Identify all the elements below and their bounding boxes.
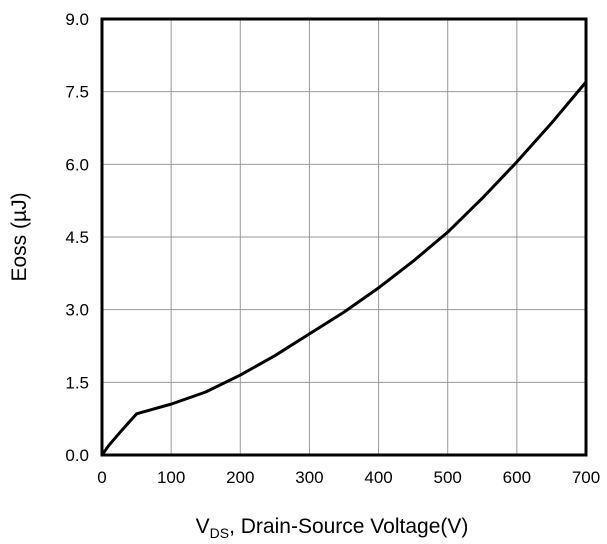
grid-lines — [101, 18, 587, 456]
x-tick-label: 200 — [226, 468, 254, 487]
y-tick-label: 4.5 — [65, 228, 89, 247]
x-tick-label: 700 — [572, 468, 600, 487]
x-tick-label: 400 — [364, 468, 392, 487]
y-tick-label: 9.0 — [65, 10, 89, 29]
x-tick-label: 100 — [157, 468, 185, 487]
x-axis-title: VDS, Drain-Source Voltage(V) — [196, 515, 469, 541]
x-tick-label: 0 — [97, 468, 106, 487]
y-tick-label: 1.5 — [65, 373, 89, 392]
x-tick-labels: 0 100 200 300 400 500 600 700 — [97, 468, 600, 487]
y-tick-label: 6.0 — [65, 155, 89, 174]
y-axis-title: Eoss (µJ) — [8, 192, 31, 281]
x-axis-title-rest: , Drain-Source Voltage(V) — [229, 515, 468, 538]
x-tick-label: 500 — [434, 468, 462, 487]
x-axis-title-main: V — [196, 515, 210, 538]
x-tick-label: 300 — [295, 468, 323, 487]
y-tick-label: 7.5 — [65, 83, 89, 102]
x-axis-title-subscript: DS — [210, 525, 229, 541]
eoss-curve — [100, 81, 588, 456]
y-tick-label: 0.0 — [65, 446, 89, 465]
series-layer — [100, 81, 588, 456]
y-tick-labels: 0.0 1.5 3.0 4.5 6.0 7.5 9.0 — [65, 10, 89, 465]
plot-frame — [100, 17, 588, 457]
x-tick-label: 600 — [503, 468, 531, 487]
y-tick-label: 3.0 — [65, 301, 89, 320]
